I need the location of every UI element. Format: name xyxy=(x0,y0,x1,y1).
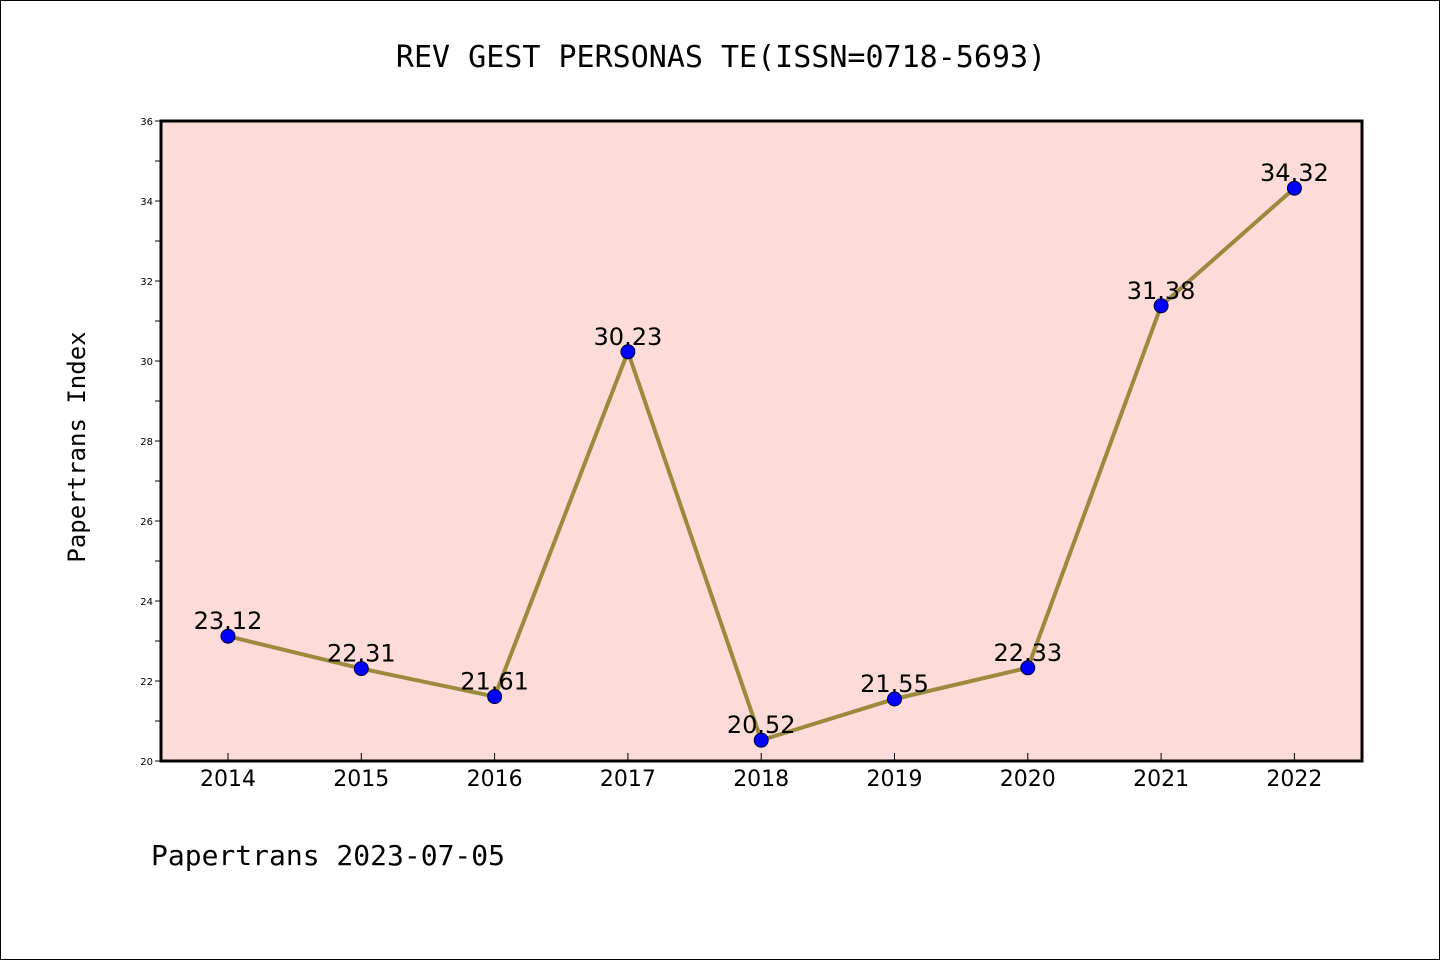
data-point xyxy=(753,732,769,748)
footer-date: Papertrans 2023-07-05 xyxy=(151,839,505,872)
data-label: 34.32 xyxy=(1260,159,1329,187)
y-axis-label: Papertrans Index xyxy=(63,331,91,562)
plot-area xyxy=(161,121,1362,761)
data-label: 21.61 xyxy=(460,668,529,696)
data-labels: 23.12 22.31 21.61 30.23 20.52 21.55 22.33 31.38… xyxy=(194,159,1329,739)
x-tick-label: 2014 xyxy=(200,767,256,792)
x-tick-label: 2022 xyxy=(1266,767,1322,792)
y-axis-ticks: 20 22 24 26 28 30 32 34 36 xyxy=(140,117,161,768)
x-tick-label: 2015 xyxy=(333,767,389,792)
plot-border xyxy=(159,119,1364,763)
x-axis-ticks: 2014 2015 2016 2017 2018 2019 2020 2021 2022 xyxy=(200,753,1322,792)
data-point xyxy=(353,661,369,677)
data-point xyxy=(887,691,902,707)
data-point xyxy=(1020,660,1036,676)
y-tick-label: 20 xyxy=(140,757,153,768)
y-tick-label: 32 xyxy=(140,277,153,288)
chart-title: REV GEST PERSONAS TE(ISSN=0718-5693) xyxy=(396,40,1046,75)
y-tick-label: 30 xyxy=(140,357,153,368)
y-tick-label: 26 xyxy=(140,517,153,528)
data-label: 30.23 xyxy=(594,323,663,351)
data-point xyxy=(220,628,236,644)
y-tick-label: 24 xyxy=(140,597,153,608)
y-tick-label: 34 xyxy=(140,197,153,208)
x-tick-label: 2017 xyxy=(600,767,656,792)
data-label: 23.12 xyxy=(194,607,263,635)
x-tick-label: 2019 xyxy=(867,767,923,792)
x-tick-label: 2020 xyxy=(1000,767,1056,792)
y-tick-label: 36 xyxy=(140,117,153,128)
data-label: 22.33 xyxy=(993,639,1062,667)
y-tick-label: 22 xyxy=(140,677,153,688)
data-points xyxy=(220,180,1302,748)
data-point xyxy=(487,689,503,705)
y-tick-label: 28 xyxy=(140,437,153,448)
x-tick-label: 2018 xyxy=(733,767,789,792)
data-label: 31.38 xyxy=(1127,277,1196,305)
x-tick-label: 2016 xyxy=(467,767,523,792)
data-label: 22.31 xyxy=(327,640,396,668)
data-point xyxy=(620,344,636,360)
data-label: 21.55 xyxy=(860,670,929,698)
x-tick-label: 2021 xyxy=(1133,767,1189,792)
data-point xyxy=(1286,180,1302,196)
data-label: 20.52 xyxy=(727,711,796,739)
data-point xyxy=(1153,298,1169,314)
